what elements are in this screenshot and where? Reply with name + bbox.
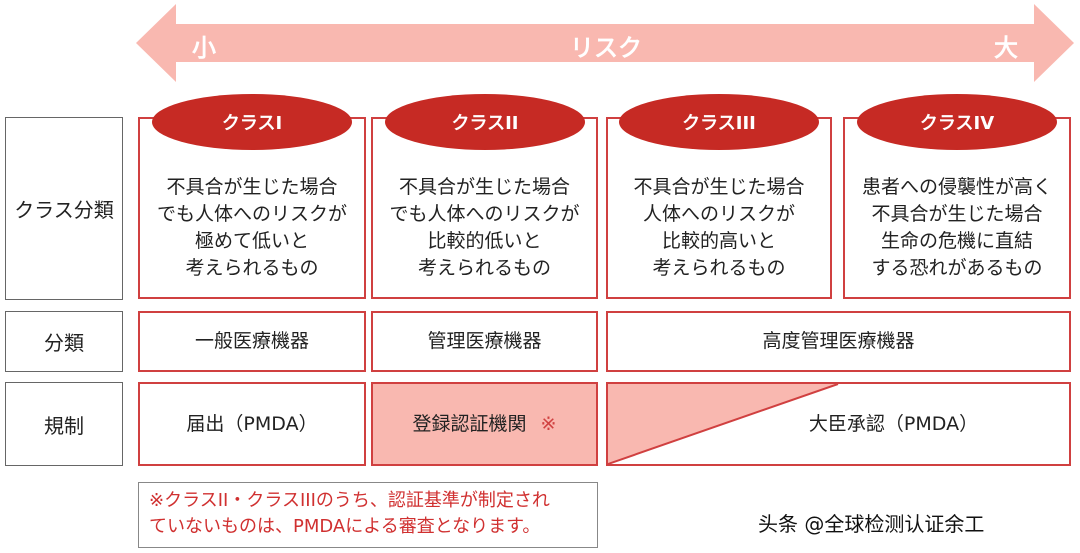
class-2-box: 不具合が生じた場合 でも人体へのリスクが 比較的低いと 考えられるもの: [371, 117, 598, 299]
regulation-certification: 登録認証機関 ※: [371, 382, 598, 466]
footnote: ※クラスII・クラスIIIのうち、認証基準が制定され ていないものは、PMDAによ…: [138, 482, 598, 548]
risk-low-label: 小: [192, 34, 216, 62]
risk-label: リスク: [570, 34, 642, 62]
class-4-badge: クラスIV: [857, 94, 1057, 150]
risk-arrow: [136, 4, 1074, 82]
row-label-category: 分類: [5, 311, 123, 372]
class-1-box: 不具合が生じた場合 でも人体へのリスクが 極めて低いと 考えられるもの: [138, 117, 366, 299]
risk-high-label: 大: [994, 34, 1018, 62]
regulation-notification: 届出（PMDA）: [138, 382, 366, 466]
class-2-badge: クラスII: [385, 94, 585, 150]
watermark: 头条 @全球检测认证余工: [758, 512, 985, 536]
category-highly-controlled: 高度管理医療機器: [606, 311, 1071, 372]
row-label-class: クラス分類: [5, 117, 123, 300]
category-controlled: 管理医療機器: [371, 311, 598, 372]
diagonal-shade: [608, 384, 839, 464]
asterisk-mark: ※: [540, 412, 557, 435]
row-label-regulation: 規制: [5, 382, 123, 466]
category-general: 一般医療機器: [138, 311, 366, 372]
class-1-badge: クラスI: [152, 94, 352, 150]
class-3-badge: クラスIII: [619, 94, 819, 150]
regulation-approval: 大臣承認（PMDA）: [606, 382, 1071, 466]
